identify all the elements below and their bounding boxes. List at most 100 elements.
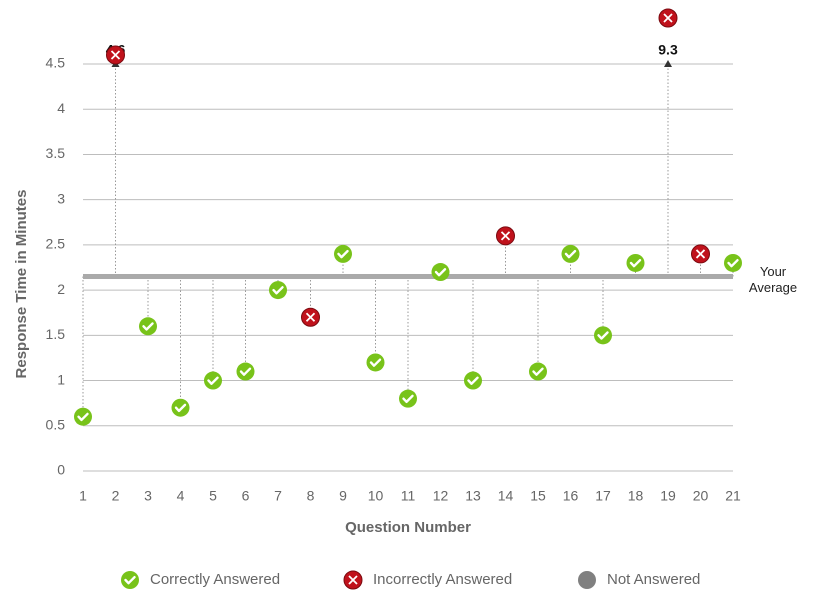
point-dot xyxy=(399,389,417,408)
x-tick-label: 7 xyxy=(274,488,282,504)
point-dot xyxy=(431,263,450,282)
x-tick-label: 17 xyxy=(595,488,611,504)
point-dot xyxy=(171,398,190,417)
y-tick-label: 4 xyxy=(57,100,65,116)
point xyxy=(658,8,678,28)
x-tick-label: 9 xyxy=(339,488,347,504)
legend-marker-dot xyxy=(578,571,596,589)
point-dot xyxy=(334,244,352,263)
y-tick-label: 4.5 xyxy=(46,55,66,71)
check-icon xyxy=(124,576,136,585)
check-icon xyxy=(467,376,479,385)
cross-icon xyxy=(305,312,316,322)
point xyxy=(204,371,222,390)
y-tick-label: 1 xyxy=(57,371,65,387)
point xyxy=(301,307,320,327)
x-tick-label: 20 xyxy=(693,488,709,504)
x-tick-label: 11 xyxy=(401,488,416,504)
x-tick-label: 12 xyxy=(433,488,449,504)
point xyxy=(626,253,645,272)
point xyxy=(399,389,417,408)
point xyxy=(496,226,515,246)
y-tick-label: 1.5 xyxy=(46,326,66,342)
point-dot xyxy=(269,281,287,300)
legend-marker xyxy=(343,570,363,590)
point-dot xyxy=(464,371,482,390)
legend-label: Incorrectly Answered xyxy=(373,571,512,588)
average-label: Your Average xyxy=(748,264,798,295)
point-dot xyxy=(204,371,222,390)
point-dot xyxy=(561,244,580,263)
point xyxy=(106,45,125,65)
check-icon xyxy=(532,367,544,376)
point xyxy=(529,362,547,381)
point-dot xyxy=(236,362,255,381)
point xyxy=(464,371,482,390)
x-axis-title: Question Number xyxy=(345,519,471,536)
x-tick-label: 2 xyxy=(112,488,120,504)
x-tick-label: 4 xyxy=(177,488,185,504)
cross-icon xyxy=(110,50,121,60)
cross-icon xyxy=(663,13,673,23)
point-dot xyxy=(366,353,385,372)
x-tick-label: 14 xyxy=(498,488,514,504)
cross-icon xyxy=(695,249,706,259)
y-tick-label: 0.5 xyxy=(46,416,66,432)
check-icon xyxy=(239,367,252,376)
x-tick-label: 18 xyxy=(628,488,644,504)
x-tick-label: 8 xyxy=(307,488,315,504)
point-dot xyxy=(626,253,645,272)
check-icon xyxy=(337,249,349,259)
value-label: 9.3 xyxy=(658,42,678,58)
point xyxy=(366,353,385,372)
check-icon xyxy=(629,258,642,268)
point xyxy=(269,281,287,300)
point-dot xyxy=(594,326,612,345)
check-icon xyxy=(77,412,89,422)
point xyxy=(139,317,157,336)
check-icon xyxy=(564,249,577,259)
x-tick-label: 16 xyxy=(563,488,579,504)
point-dot xyxy=(529,362,547,381)
check-icon xyxy=(207,376,219,385)
overflow-arrow xyxy=(664,60,672,67)
check-icon xyxy=(434,268,447,277)
x-tick-label: 6 xyxy=(242,488,250,504)
legend-label: Correctly Answered xyxy=(150,571,280,588)
check-icon xyxy=(369,358,382,367)
cross-icon xyxy=(500,231,511,241)
point-dot xyxy=(74,407,92,426)
y-tick-label: 2.5 xyxy=(46,236,66,252)
legend-label: Not Answered xyxy=(607,571,700,588)
check-icon xyxy=(727,258,739,268)
point-dot xyxy=(724,253,742,272)
point xyxy=(334,244,352,263)
x-tick-label: 5 xyxy=(209,488,217,504)
x-tick-label: 15 xyxy=(530,488,546,504)
x-tick-label: 1 xyxy=(79,488,87,504)
x-tick-label: 21 xyxy=(725,488,741,504)
check-icon xyxy=(597,331,609,340)
check-icon xyxy=(272,286,284,295)
legend-marker-dot xyxy=(121,571,139,589)
y-tick-label: 3 xyxy=(57,190,65,206)
y-axis-title: Response Time in Minutes xyxy=(13,190,30,379)
check-icon xyxy=(402,394,414,404)
cross-icon xyxy=(348,575,358,585)
point xyxy=(236,362,255,381)
point xyxy=(691,244,710,264)
y-tick-label: 2 xyxy=(57,281,65,297)
y-tick-label: 0 xyxy=(57,462,65,478)
point xyxy=(171,398,190,417)
x-tick-label: 10 xyxy=(368,488,384,504)
point xyxy=(431,263,450,282)
point xyxy=(561,244,580,263)
legend-marker xyxy=(578,571,596,589)
x-tick-label: 19 xyxy=(660,488,676,504)
x-tick-label: 13 xyxy=(465,488,481,504)
y-tick-label: 3.5 xyxy=(46,145,66,161)
point xyxy=(724,253,742,272)
point xyxy=(594,326,612,345)
